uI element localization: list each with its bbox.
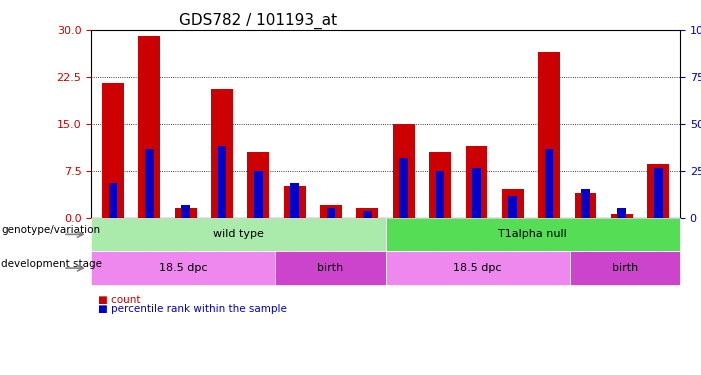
Text: birth: birth <box>318 263 343 273</box>
Bar <box>502 189 524 217</box>
Bar <box>508 196 517 217</box>
Bar <box>217 146 226 218</box>
Bar <box>357 208 379 218</box>
Bar <box>211 89 233 218</box>
Bar <box>182 205 190 218</box>
Text: wild type: wild type <box>213 230 264 239</box>
Text: genotype/variation: genotype/variation <box>1 225 100 235</box>
Text: birth: birth <box>612 263 638 273</box>
Text: ■ percentile rank within the sample: ■ percentile rank within the sample <box>98 304 287 314</box>
Bar <box>472 168 481 217</box>
Bar <box>254 171 263 217</box>
Bar <box>429 152 451 217</box>
Bar <box>284 186 306 218</box>
Bar <box>393 124 414 218</box>
Bar <box>363 211 372 217</box>
Bar <box>175 208 196 218</box>
Bar <box>320 205 342 218</box>
Bar <box>436 171 444 217</box>
Bar <box>138 36 161 218</box>
Bar <box>465 146 487 218</box>
Bar <box>400 158 408 218</box>
Bar <box>611 214 633 217</box>
Text: ■ count: ■ count <box>98 295 141 305</box>
Bar <box>654 168 662 217</box>
Text: GDS782 / 101193_at: GDS782 / 101193_at <box>179 12 338 28</box>
Bar <box>109 183 117 218</box>
Bar <box>145 149 154 217</box>
Bar <box>102 83 124 218</box>
Bar <box>327 208 335 218</box>
Text: 18.5 dpc: 18.5 dpc <box>454 263 502 273</box>
Bar <box>618 208 626 218</box>
Bar <box>545 149 554 217</box>
Text: T1alpha null: T1alpha null <box>498 230 567 239</box>
Bar <box>575 192 597 217</box>
Text: development stage: development stage <box>1 259 102 268</box>
Bar <box>247 152 269 217</box>
Text: 18.5 dpc: 18.5 dpc <box>159 263 207 273</box>
Bar <box>647 164 669 218</box>
Bar <box>290 183 299 218</box>
Bar <box>538 52 560 217</box>
Bar <box>581 189 590 217</box>
